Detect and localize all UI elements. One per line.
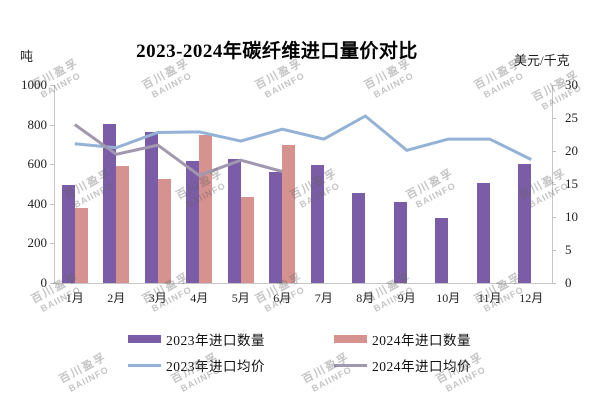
bar-2023-5月	[227, 159, 241, 283]
x-tick-label: 12月	[519, 291, 544, 305]
x-tick-label: 3月	[148, 291, 167, 305]
bar-2024-1月	[74, 207, 88, 283]
x-tick-label: 5月	[231, 291, 250, 305]
right-tick-mark	[552, 250, 556, 251]
legend-label-2024-price: 2024年进口均价	[372, 359, 471, 374]
right-tick-mark	[552, 217, 556, 218]
bar-2023-6月	[269, 172, 283, 283]
right-tick-label: 30	[565, 77, 578, 92]
bar-2023-7月	[310, 165, 324, 283]
x-tick-label: 6月	[273, 291, 292, 305]
left-tick-mark	[50, 203, 54, 205]
legend-item-2023-qty: 2023年进口数量	[128, 331, 265, 348]
bar-2024-3月	[157, 179, 171, 283]
bar-2024-6月	[282, 145, 296, 283]
x-tick-label: 4月	[190, 291, 209, 305]
x-tick-label: 7月	[314, 291, 333, 305]
legend-item-2024-price: 2024年进口均价	[334, 357, 471, 374]
left-tick-mark	[50, 164, 54, 166]
right-tick-mark	[552, 118, 556, 119]
legend-item-2023-price: 2023年进口均价	[128, 357, 265, 374]
left-axis-line	[54, 85, 55, 284]
bar-2023-11月	[476, 183, 490, 283]
bar-2023-3月	[144, 131, 158, 283]
x-tick-label: 2月	[107, 291, 126, 305]
legend-swatch-2023-qty	[128, 335, 161, 343]
bar-2024-2月	[116, 166, 130, 283]
left-tick-label: 600	[27, 156, 48, 172]
bar-2023-8月	[352, 192, 366, 283]
right-tick-label: 15	[565, 176, 578, 191]
right-tick-mark	[552, 283, 556, 284]
x-tick-label: 10月	[436, 291, 461, 305]
legend-label-2023-price: 2023年进口均价	[166, 359, 265, 374]
line-2023年进口均价	[74, 114, 532, 161]
right-tick-label: 5	[565, 242, 572, 257]
right-tick-label: 0	[565, 275, 572, 290]
right-tick-mark	[552, 184, 556, 185]
plot-area	[54, 85, 552, 283]
chart-title: 2023-2024年碳纤维进口量价对比	[136, 41, 418, 62]
bar-2023-10月	[435, 217, 449, 283]
legend-label-2023-qty: 2023年进口数量	[166, 333, 265, 348]
right-tick-label: 20	[565, 143, 578, 158]
legend-swatch-2024-qty	[334, 335, 367, 343]
line-2024年进口均价	[73, 123, 283, 178]
bar-2023-12月	[518, 164, 532, 283]
left-tick-mark	[50, 85, 54, 86]
right-tick-label: 25	[565, 110, 578, 125]
legend-swatch-2024-price	[334, 363, 367, 367]
price-lines	[73, 114, 532, 178]
legend-item-2024-qty: 2024年进口数量	[334, 331, 471, 348]
bar-2023-4月	[186, 161, 200, 283]
left-tick-label: 0	[40, 275, 48, 290]
left-tick-label: 200	[27, 235, 48, 251]
legend-label-2024-qty: 2024年进口数量	[372, 333, 471, 348]
x-tick-label: 11月	[477, 291, 502, 305]
right-tick-mark	[552, 151, 556, 152]
x-tick-label: 8月	[356, 291, 375, 305]
left-tick-mark	[50, 124, 54, 126]
right-tick-label: 10	[565, 209, 578, 224]
left-tick-mark	[50, 243, 54, 245]
watermark: 百川盈孚 BAIINFO	[57, 350, 111, 394]
left-axis-unit: 吨	[20, 49, 34, 64]
bar-2023-9月	[393, 201, 407, 283]
bar-2023-2月	[103, 123, 117, 283]
x-axis-line	[54, 283, 553, 284]
bar-2024-5月	[240, 196, 254, 283]
x-tick-label: 9月	[397, 291, 416, 305]
left-tick-label: 800	[27, 116, 48, 132]
x-tick-label: 1月	[65, 291, 84, 305]
right-axis-unit: 美元/千克	[514, 53, 570, 68]
left-tick-mark	[50, 283, 54, 284]
left-tick-label: 400	[27, 195, 48, 211]
legend-swatch-2023-price	[128, 363, 161, 367]
bar-2023-1月	[61, 185, 75, 283]
left-tick-label: 1000	[21, 77, 47, 92]
right-tick-mark	[552, 85, 556, 86]
